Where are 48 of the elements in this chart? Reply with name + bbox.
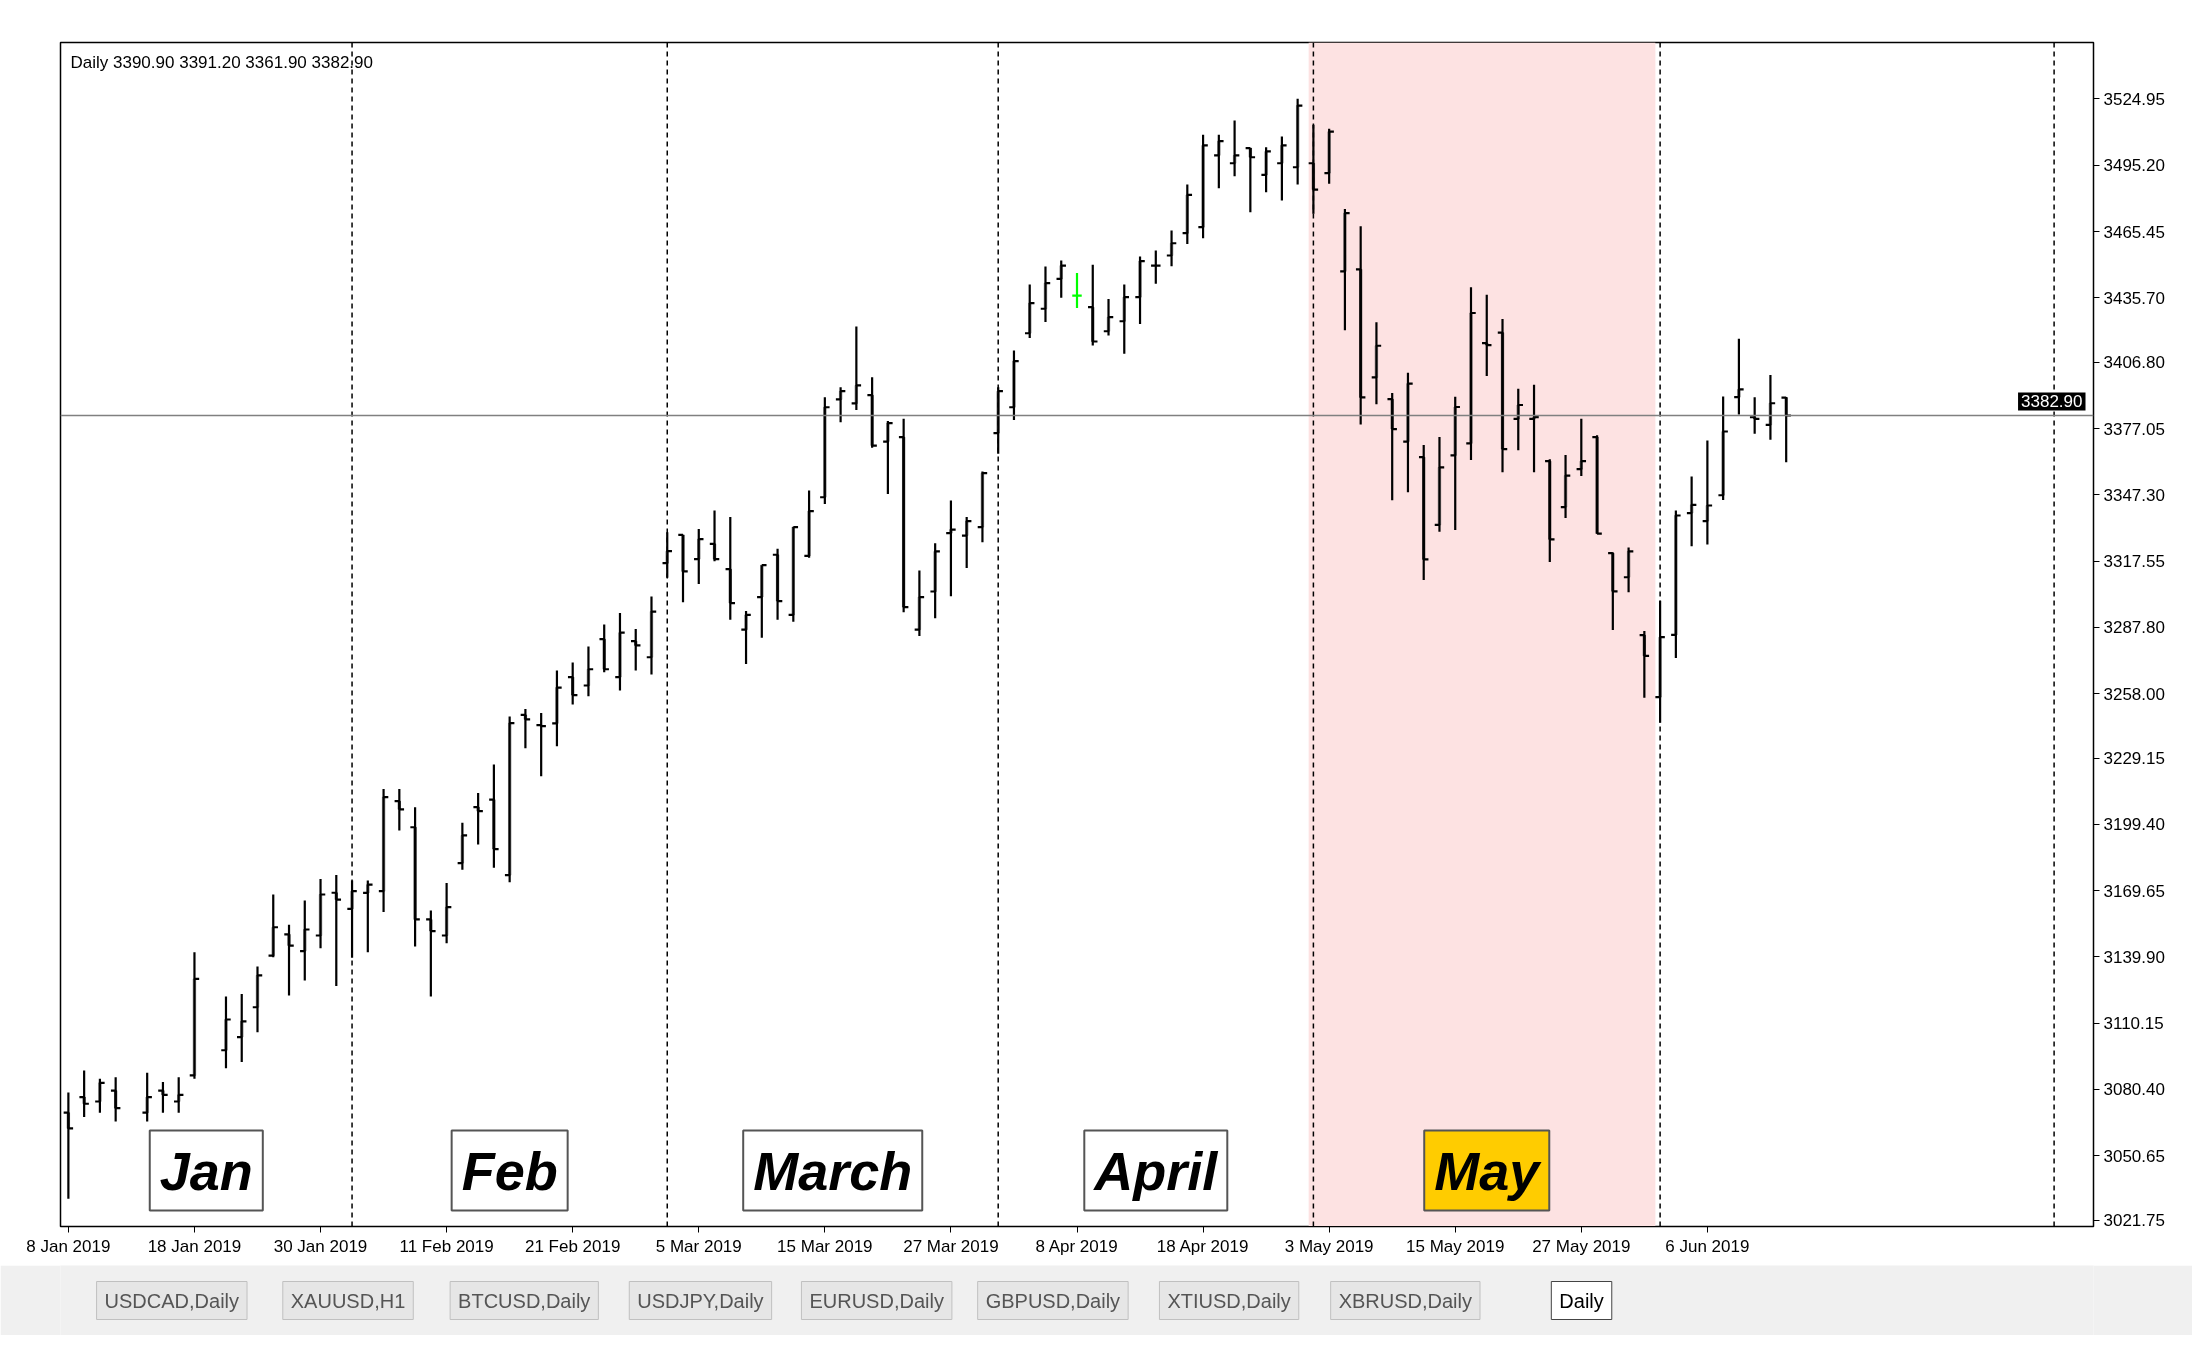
y-tick-label: 3139.90 — [2103, 947, 2165, 967]
x-tick-label: 15 May 2019 — [1406, 1236, 1505, 1256]
y-tick-label: 3435.70 — [2103, 288, 2165, 308]
ref-line-label: 3382.90 — [2021, 392, 2083, 412]
x-tick-label: 21 Feb 2019 — [524, 1236, 621, 1256]
text: XAUUSD,H1 — [290, 1289, 406, 1312]
y-tick-label: 3377.05 — [2103, 419, 2165, 439]
y-tick-label: 3317.55 — [2103, 552, 2165, 572]
y-tick-label: 3406.80 — [2103, 353, 2165, 373]
y-tick-label: 3110.15 — [2103, 1014, 2164, 1034]
text: EURUSD,Daily — [809, 1289, 944, 1312]
annotation: Feb — [461, 1140, 558, 1201]
text: USDJPY,Daily — [637, 1289, 764, 1312]
text: XTIUSD,Daily — [1167, 1289, 1291, 1312]
y-tick-label: 3465.45 — [2103, 222, 2165, 242]
x-tick-label: 27 Mar 2019 — [903, 1236, 999, 1256]
text: Daily 3390.90 3391.20 3361.90 3382.90 — [70, 52, 373, 72]
x-tick-label: 15 Mar 2019 — [777, 1236, 873, 1256]
text: XBRUSD,Daily — [1338, 1289, 1472, 1312]
y-tick-label: 3347.30 — [2103, 485, 2165, 505]
text: USDCAD,Daily — [104, 1289, 240, 1312]
y-tick-label: 3229.15 — [2103, 749, 2165, 769]
x-tick-label: 5 Mar 2019 — [655, 1236, 742, 1256]
y-tick-label: 3169.65 — [2103, 881, 2165, 901]
text: BTCUSD,Daily — [458, 1289, 591, 1312]
text: Daily — [1559, 1289, 1604, 1312]
annotation: March — [753, 1140, 913, 1201]
y-tick-label: 3495.20 — [2103, 156, 2165, 176]
x-tick-label: 6 Jun 2019 — [1665, 1236, 1750, 1256]
x-tick-label: 3 May 2019 — [1284, 1236, 1374, 1256]
x-tick-label: 8 Apr 2019 — [1035, 1236, 1118, 1256]
y-tick-label: 3021.75 — [2103, 1211, 2165, 1231]
y-tick-label: 3050.65 — [2103, 1146, 2165, 1166]
x-tick-label: 8 Jan 2019 — [26, 1236, 111, 1256]
y-tick-label: 3524.95 — [2103, 89, 2165, 109]
x-tick-label: 18 Apr 2019 — [1156, 1236, 1249, 1256]
text: GBPUSD,Daily — [985, 1289, 1121, 1312]
x-tick-label: 30 Jan 2019 — [273, 1236, 368, 1256]
y-tick-label: 3080.40 — [2103, 1080, 2165, 1100]
y-tick-label: 3287.80 — [2103, 618, 2165, 638]
annotation: April — [1092, 1140, 1219, 1201]
annotation: May — [1434, 1140, 1543, 1201]
annotation: Jan — [159, 1140, 253, 1201]
y-tick-label: 3258.00 — [2103, 684, 2165, 704]
x-tick-label: 18 Jan 2019 — [147, 1236, 242, 1256]
y-tick-label: 3199.40 — [2103, 815, 2165, 835]
x-tick-label: 27 May 2019 — [1532, 1236, 1631, 1256]
x-tick-label: 11 Feb 2019 — [399, 1236, 494, 1256]
